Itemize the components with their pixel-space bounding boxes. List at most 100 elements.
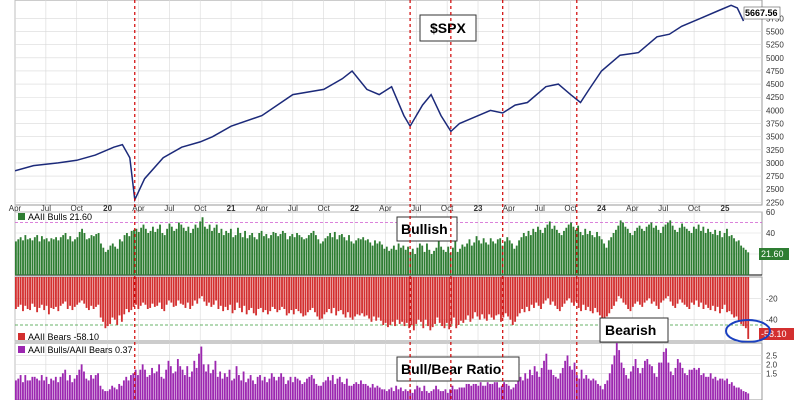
- bears-bar: [719, 277, 721, 314]
- ratio-bar: [101, 389, 104, 400]
- bulls-bar: [336, 239, 339, 275]
- ratio-bar: [120, 385, 123, 400]
- bulls-bar: [489, 238, 492, 275]
- ratio-bar: [240, 380, 243, 400]
- bulls-bar: [385, 246, 388, 275]
- bulls-bar: [218, 233, 220, 275]
- bears-bar: [29, 277, 31, 311]
- bears-bar: [530, 277, 533, 305]
- bulls-bar: [194, 224, 197, 275]
- bulls-bar: [645, 226, 648, 275]
- ratio-bar: [411, 392, 414, 400]
- bears-bar: [90, 277, 93, 306]
- ratio-bar: [71, 382, 74, 400]
- bears-bar: [674, 277, 677, 308]
- bears-bar: [587, 277, 590, 307]
- bears-bar: [702, 277, 705, 309]
- spx-x-tick-label: 24: [597, 204, 606, 213]
- bulls-bar: [466, 243, 469, 275]
- bulls-bar: [74, 239, 76, 275]
- ratio-bar: [517, 380, 520, 400]
- ratio-bar: [202, 364, 205, 400]
- ratio-bar: [73, 378, 76, 400]
- bulls-bar: [718, 230, 721, 275]
- ratio-bar: [130, 375, 132, 400]
- ratio-bar: [735, 387, 738, 400]
- bears-bar: [137, 277, 140, 309]
- bears-bar: [368, 277, 371, 319]
- ratio-bar: [707, 376, 710, 400]
- bulls-bar: [511, 243, 513, 275]
- bears-bar: [398, 277, 401, 324]
- spx-x-tick-label: Oct: [194, 204, 207, 213]
- bulls-bar: [631, 235, 634, 275]
- ratio-bar: [19, 375, 22, 400]
- bears-bar: [549, 277, 552, 305]
- bulls-bar: [85, 239, 88, 275]
- spx-x-tick-label: Oct: [317, 204, 330, 213]
- bulls-bar: [123, 235, 126, 275]
- bulls-bar: [270, 235, 272, 275]
- bulls-bar: [548, 221, 551, 275]
- bulls-bar: [374, 240, 376, 275]
- bulls-bar: [674, 229, 676, 275]
- bulls-bar: [345, 240, 348, 275]
- bulls-bar: [480, 243, 483, 275]
- ratio-bar: [538, 376, 541, 400]
- ratio-bar: [153, 373, 156, 400]
- bears-bar: [153, 277, 156, 307]
- ratio-bar: [669, 371, 672, 400]
- bulls-bar: [454, 241, 457, 275]
- bears-bar: [733, 277, 736, 318]
- ratio-bar: [141, 364, 144, 400]
- bulls-bar: [678, 227, 681, 275]
- ratio-bar: [566, 355, 569, 400]
- ratio-bar: [134, 369, 137, 400]
- ratio-bar: [456, 389, 459, 400]
- ratio-bar: [463, 387, 466, 400]
- ratio-bar: [371, 383, 374, 400]
- bulls-bar: [199, 221, 202, 275]
- ratio-bar: [237, 375, 240, 400]
- bears-bar: [441, 277, 444, 327]
- bulls-bar: [104, 251, 107, 275]
- ratio-bar: [526, 378, 529, 400]
- bulls-bar: [324, 238, 327, 275]
- ratio-bar: [608, 373, 611, 400]
- bears-bar: [544, 277, 547, 301]
- bears-bar: [669, 277, 672, 302]
- bears-bar: [255, 277, 258, 316]
- spx-y-tick-label: 5000: [766, 54, 784, 63]
- ratio-bar: [132, 373, 135, 400]
- bears-bar: [309, 277, 312, 311]
- ratio-bar: [580, 369, 583, 400]
- bulls-bar: [574, 229, 577, 275]
- ratio-bar: [167, 360, 170, 400]
- bulls-bar: [140, 227, 143, 275]
- bulls-bar: [442, 249, 445, 275]
- bulls-bar: [744, 249, 747, 275]
- bulls-bar: [137, 231, 140, 275]
- bulls-bar: [619, 220, 622, 275]
- bears-bar: [634, 277, 637, 304]
- bulls-bar: [175, 228, 178, 275]
- bears-bar: [229, 277, 232, 305]
- bulls-bar: [463, 246, 466, 275]
- bulls-bar: [33, 237, 36, 275]
- ratio-bar: [627, 378, 630, 400]
- bears-bar: [224, 277, 227, 307]
- bulls-bar: [416, 247, 419, 275]
- bulls-bar: [340, 234, 343, 275]
- bulls-bar: [617, 225, 620, 275]
- bulls-bar: [572, 226, 575, 275]
- bears-bar: [36, 277, 39, 313]
- ratio-bar: [146, 376, 149, 400]
- spx-x-tick-label: Jul: [535, 204, 545, 213]
- ratio-bar: [395, 385, 398, 400]
- bulls-bar: [418, 243, 421, 275]
- bulls-bar: [612, 233, 615, 275]
- spx-x-tick-label: 21: [227, 204, 236, 213]
- ratio-bar: [399, 387, 402, 400]
- bears-bar: [613, 277, 615, 306]
- ratio-bar: [104, 391, 107, 400]
